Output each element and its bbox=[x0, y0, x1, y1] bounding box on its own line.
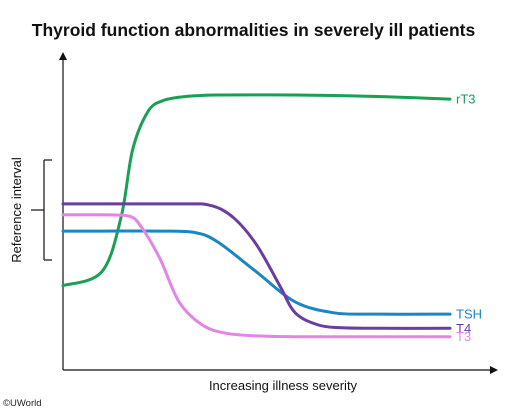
series-line-tsh bbox=[61, 229, 452, 316]
x-axis-label: Increasing illness severity bbox=[209, 378, 358, 393]
series-label-rt3: rT3 bbox=[456, 92, 476, 107]
reference-interval-bracket bbox=[31, 159, 52, 261]
series-label-t4: T4 bbox=[456, 321, 471, 336]
series-line-t3 bbox=[61, 213, 452, 339]
chart-title: Thyroid function abnormalities in severe… bbox=[31, 20, 476, 40]
series-line-t4 bbox=[61, 202, 452, 330]
series-label-t3: T3 bbox=[456, 329, 471, 344]
copyright-notice: ©UWorld bbox=[3, 398, 42, 409]
series-line-rt3 bbox=[61, 93, 452, 288]
series-label-tsh: TSH bbox=[456, 307, 482, 322]
y-axis-label: Reference interval bbox=[9, 157, 24, 263]
